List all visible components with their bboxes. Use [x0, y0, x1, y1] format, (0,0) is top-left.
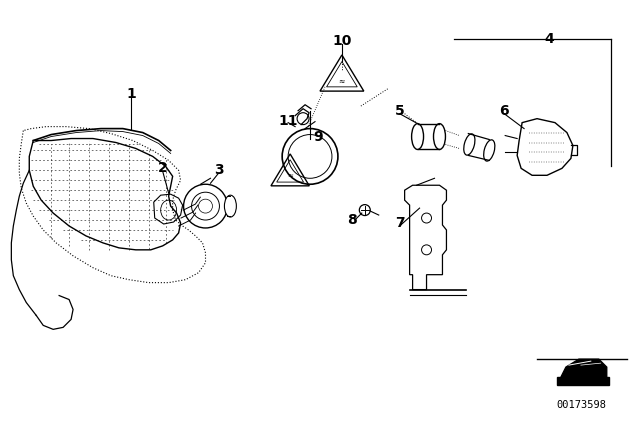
Polygon shape [561, 359, 607, 377]
Text: $\approx$: $\approx$ [337, 77, 346, 86]
Text: 2: 2 [158, 161, 168, 175]
Ellipse shape [484, 140, 495, 161]
Text: 00173598: 00173598 [557, 400, 607, 410]
Ellipse shape [464, 134, 475, 155]
Text: 10: 10 [332, 34, 351, 48]
Text: 11: 11 [278, 114, 298, 128]
Text: 9: 9 [313, 129, 323, 143]
Text: 4: 4 [544, 32, 554, 46]
Ellipse shape [412, 124, 424, 150]
Text: 1: 1 [126, 87, 136, 101]
Text: 3: 3 [214, 164, 223, 177]
Circle shape [359, 205, 371, 215]
Text: $\approx$: $\approx$ [286, 173, 294, 179]
Text: 6: 6 [499, 103, 509, 118]
Text: 7: 7 [395, 216, 404, 230]
Text: 5: 5 [395, 103, 404, 118]
Polygon shape [557, 377, 609, 385]
Text: 8: 8 [347, 213, 356, 227]
Ellipse shape [433, 124, 445, 150]
Ellipse shape [225, 195, 236, 217]
